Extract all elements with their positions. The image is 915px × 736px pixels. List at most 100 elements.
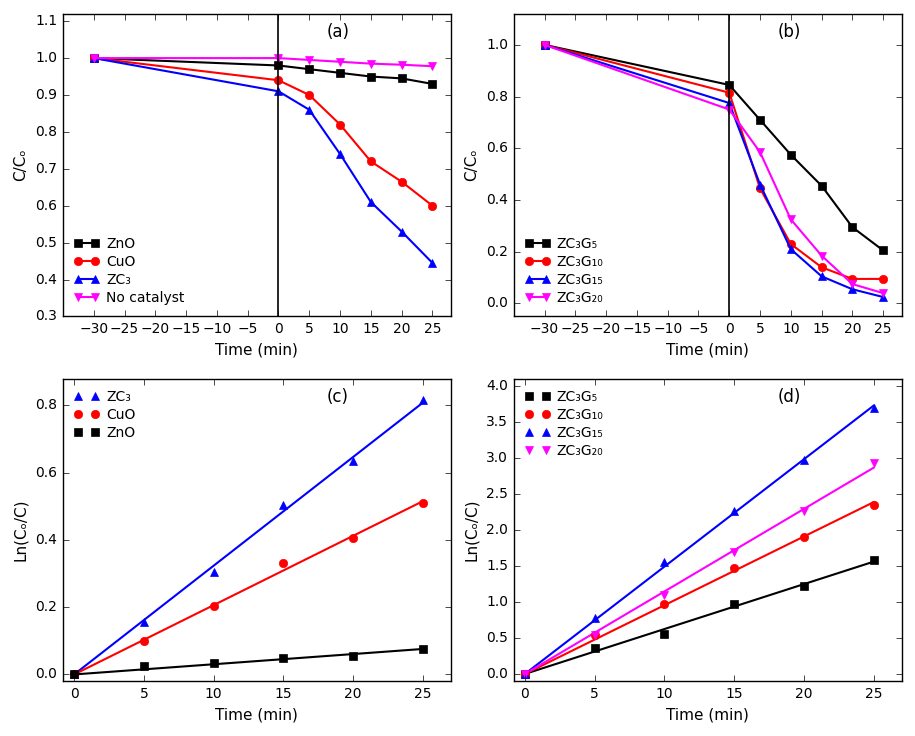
ZC₃G₁₀ (724, 88, 735, 97)
Legend: ZnO, CuO, ZC₃, No catalyst: ZnO, CuO, ZC₃, No catalyst (70, 233, 188, 309)
ZC₃ (138, 618, 149, 627)
ZC₃G₅ (728, 600, 739, 609)
X-axis label: Time (min): Time (min) (216, 343, 298, 358)
ZC₃G₂₀ (877, 289, 888, 297)
ZC₃G₁₅ (799, 456, 810, 464)
ZnO (88, 54, 99, 63)
CuO (396, 177, 407, 186)
Y-axis label: C/Cₒ: C/Cₒ (464, 149, 479, 182)
ZC₃ (273, 87, 284, 96)
Text: (c): (c) (327, 388, 349, 406)
ZnO (348, 651, 359, 660)
ZC₃G₁₀ (785, 240, 796, 249)
ZC₃G₁₀ (799, 533, 810, 542)
ZC₃G₁₀ (520, 670, 531, 679)
ZC₃G₅ (785, 150, 796, 159)
CuO (209, 601, 220, 610)
ZC₃G₅ (724, 80, 735, 89)
Text: (b): (b) (778, 23, 801, 41)
No catalyst (365, 59, 376, 68)
X-axis label: Time (min): Time (min) (666, 343, 749, 358)
Line: No catalyst: No catalyst (90, 54, 436, 71)
ZC₃G₁₅ (868, 403, 879, 412)
ZC₃G₁₀ (847, 275, 858, 283)
Y-axis label: C/Cₒ: C/Cₒ (14, 149, 28, 182)
ZC₃G₁₀ (659, 600, 670, 609)
Line: ZC₃G₁₀: ZC₃G₁₀ (541, 40, 888, 283)
Line: ZC₃G₅: ZC₃G₅ (521, 556, 877, 678)
ZC₃G₅ (659, 630, 670, 639)
ZC₃G₂₀ (589, 631, 600, 640)
Line: ZnO: ZnO (90, 54, 436, 88)
ZC₃G₂₀ (520, 670, 531, 679)
ZnO (209, 658, 220, 667)
ZC₃G₅ (589, 643, 600, 652)
ZC₃G₁₀ (728, 564, 739, 573)
CuO (273, 76, 284, 85)
Line: ZC₃G₁₅: ZC₃G₁₅ (521, 404, 877, 678)
ZC₃G₁₅ (755, 180, 766, 189)
ZC₃G₅ (539, 40, 550, 49)
ZC₃ (335, 149, 346, 158)
ZC₃G₁₅ (877, 293, 888, 302)
ZC₃ (69, 670, 80, 679)
ZC₃G₁₅ (659, 558, 670, 567)
CuO (348, 534, 359, 542)
CuO (365, 157, 376, 166)
Line: ZC₃G₂₀: ZC₃G₂₀ (521, 459, 877, 678)
ZC₃G₂₀ (659, 590, 670, 599)
ZC₃G₂₀ (847, 280, 858, 289)
ZC₃G₁₅ (847, 285, 858, 294)
Line: ZC₃G₅: ZC₃G₅ (541, 40, 888, 255)
ZC₃G₂₀ (539, 40, 550, 49)
No catalyst (273, 54, 284, 63)
ZC₃G₁₅ (816, 272, 827, 280)
ZC₃G₁₀ (755, 184, 766, 193)
ZC₃G₁₅ (785, 245, 796, 254)
ZC₃G₅ (816, 181, 827, 190)
CuO (278, 559, 289, 568)
ZC₃G₅ (520, 670, 531, 679)
Line: ZC₃G₁₅: ZC₃G₁₅ (541, 40, 888, 301)
Legend: ZC₃, CuO, ZnO: ZC₃, CuO, ZnO (70, 386, 140, 444)
ZC₃G₂₀ (728, 548, 739, 556)
ZC₃G₁₅ (539, 40, 550, 49)
ZC₃ (278, 500, 289, 509)
ZnO (365, 72, 376, 81)
CuO (88, 54, 99, 63)
ZC₃G₂₀ (799, 506, 810, 515)
ZnO (427, 79, 438, 88)
ZC₃G₅ (877, 246, 888, 255)
Line: ZC₃: ZC₃ (70, 396, 427, 679)
ZC₃G₅ (755, 116, 766, 124)
ZC₃ (417, 396, 428, 405)
ZC₃G₂₀ (816, 251, 827, 260)
ZC₃G₂₀ (868, 459, 879, 467)
ZnO (304, 65, 315, 74)
ZC₃ (348, 456, 359, 465)
CuO (304, 91, 315, 99)
Line: CuO: CuO (90, 54, 436, 210)
No catalyst (427, 62, 438, 71)
ZC₃G₅ (868, 556, 879, 565)
Y-axis label: Ln(Cₒ/C): Ln(Cₒ/C) (14, 498, 28, 561)
ZC₃ (209, 567, 220, 576)
ZnO (335, 68, 346, 77)
ZC₃G₁₀ (877, 275, 888, 283)
ZnO (417, 645, 428, 654)
X-axis label: Time (min): Time (min) (216, 708, 298, 723)
ZnO (278, 654, 289, 662)
ZC₃G₁₅ (724, 99, 735, 107)
Line: CuO: CuO (70, 499, 427, 679)
ZC₃ (304, 105, 315, 114)
ZC₃G₂₀ (724, 105, 735, 114)
ZC₃G₂₀ (785, 215, 796, 224)
ZnO (138, 662, 149, 670)
Line: ZC₃G₁₀: ZC₃G₁₀ (521, 500, 877, 678)
ZnO (273, 61, 284, 70)
ZC₃G₁₅ (520, 670, 531, 679)
ZC₃ (88, 54, 99, 63)
CuO (69, 670, 80, 679)
ZC₃G₁₀ (539, 40, 550, 49)
ZC₃ (365, 197, 376, 206)
